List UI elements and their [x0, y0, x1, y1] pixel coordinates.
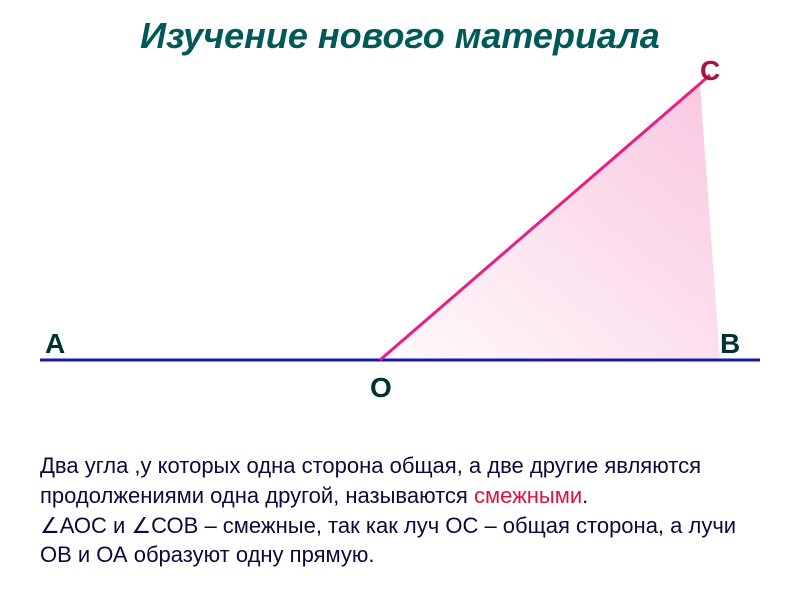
desc-line1-pre: Два угла ,у которых одна сторона общая, … [40, 453, 701, 508]
desc-highlight: смежными [474, 483, 582, 508]
angle-fill [380, 85, 720, 360]
point-label-b: В [720, 328, 740, 360]
page-title: Изучение нового материала [140, 15, 660, 57]
angle-diagram [0, 60, 800, 410]
point-label-o: О [370, 372, 392, 404]
desc-line1-post: . [582, 483, 588, 508]
desc-line2: ∠АОС и ∠СОВ – смежные, так как луч ОС – … [40, 513, 736, 568]
point-label-c: С [700, 55, 720, 87]
point-label-a: А [45, 328, 65, 360]
description-text: Два угла ,у которых одна сторона общая, … [40, 451, 760, 570]
